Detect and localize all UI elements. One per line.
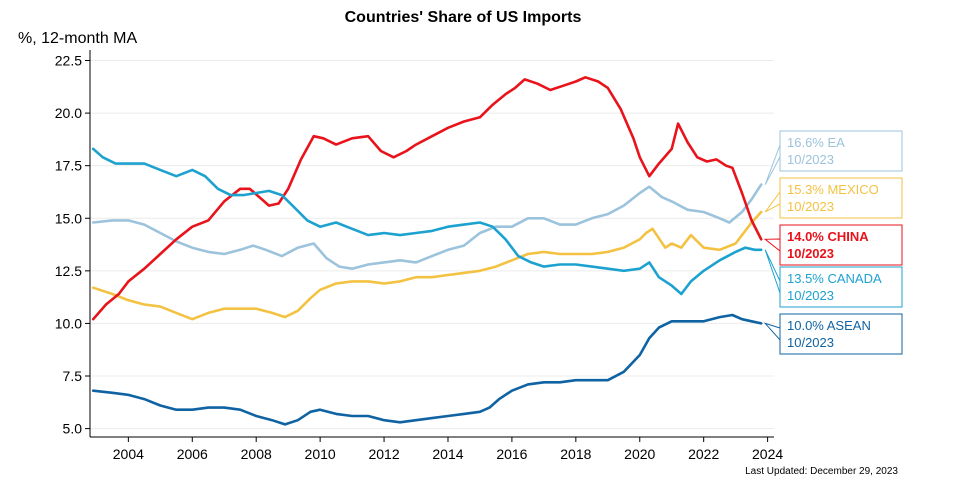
y-tick-label: 15.0	[55, 210, 82, 226]
callout-pointer	[763, 322, 781, 342]
callout-box	[779, 130, 903, 172]
callout-pointer	[764, 144, 781, 185]
series-line-ea	[91, 183, 763, 271]
series-line-asean	[91, 313, 763, 426]
callout-label: 10/2023	[787, 246, 834, 261]
callout-label: 10/2023	[787, 199, 834, 214]
callout-china: 14.0% CHINA 10/2023	[763, 224, 903, 266]
callout-label: 15.3% MEXICO	[787, 182, 879, 197]
callout-pointer	[763, 238, 781, 253]
callout-pointer	[764, 249, 781, 294]
callout-box	[779, 266, 903, 308]
y-tick-label: 22.5	[55, 53, 82, 69]
callout-asean: 10.0% ASEAN 10/2023	[763, 313, 903, 355]
gridlines	[90, 60, 774, 430]
x-tick-label: 2006	[177, 446, 208, 462]
x-tick-label: 2012	[368, 446, 399, 462]
x-tick-label: 2010	[305, 446, 336, 462]
x-tick-label: 2022	[688, 446, 719, 462]
y-axis-label: %, 12-month MA	[18, 30, 137, 47]
callout-label: 10.0% ASEAN	[787, 318, 871, 333]
axes: 5.0 7.5 10.0 12.5 15.0 17.5 20.0 22.5 2004 2006 20…	[55, 50, 783, 462]
y-tick-label: 17.5	[55, 158, 82, 174]
x-tick-label: 2008	[241, 446, 272, 462]
x-tick-label: 2014	[432, 446, 463, 462]
x-tick-label: 2024	[752, 446, 783, 462]
callout-box	[779, 224, 903, 266]
last-updated-note: Last Updated: December 29, 2023	[745, 466, 898, 477]
chart-title: Countries' Share of US Imports	[345, 9, 582, 26]
x-tick-label: 2020	[624, 446, 655, 462]
y-tick-label: 5.0	[63, 421, 83, 437]
callout-mexico: 15.3% MEXICO 10/2023	[764, 177, 903, 219]
y-tick-label: 10.0	[55, 315, 82, 331]
callout-label: 13.5% CANADA	[787, 271, 882, 286]
callout-pointer	[764, 190, 781, 213]
series-line-china	[91, 76, 763, 321]
y-tick-label: 20.0	[55, 105, 82, 121]
series-group	[91, 76, 763, 426]
callout-label: 10/2023	[787, 288, 834, 303]
callout-label: 10/2023	[787, 152, 834, 167]
x-tick-label: 2004	[113, 446, 144, 462]
x-tick-label: 2018	[560, 446, 591, 462]
callout-ea: 16.6% EA 10/2023	[764, 130, 903, 185]
series-line-canada	[91, 147, 763, 296]
x-tick-label: 2016	[496, 446, 527, 462]
callout-label: 10/2023	[787, 335, 834, 350]
y-tick-label: 12.5	[55, 263, 82, 279]
callout-box	[779, 313, 903, 355]
y-tick-label: 7.5	[63, 368, 83, 384]
callout-box	[779, 177, 903, 219]
callout-label: 14.0% CHINA	[787, 229, 869, 244]
callout-canada: 13.5% CANADA 10/2023	[764, 249, 903, 308]
callout-label: 16.6% EA	[787, 135, 845, 150]
series-line-mexico	[91, 210, 763, 321]
